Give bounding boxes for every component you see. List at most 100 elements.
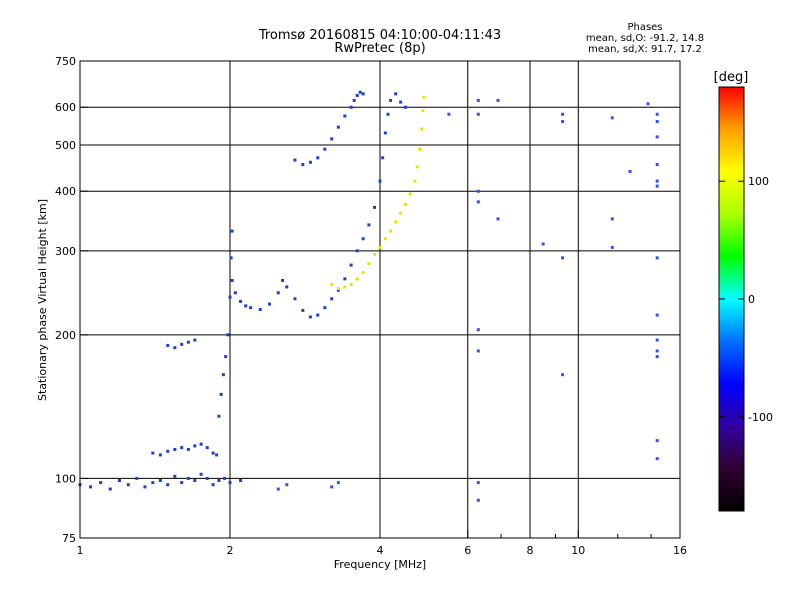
- data-point: [249, 306, 253, 310]
- data-point: [166, 343, 170, 347]
- y-tick-label: 100: [55, 472, 76, 485]
- data-point: [330, 137, 334, 141]
- data-point: [301, 163, 305, 167]
- data-point: [336, 287, 340, 291]
- x-tick-label: 8: [527, 544, 534, 557]
- data-point: [158, 453, 162, 457]
- data-point: [655, 439, 659, 443]
- data-point: [117, 478, 121, 482]
- data-point: [217, 478, 221, 482]
- data-point: [180, 481, 184, 485]
- stats-header: Phases: [627, 22, 663, 33]
- data-point: [180, 342, 184, 346]
- data-point: [330, 485, 334, 489]
- data-point: [420, 127, 424, 131]
- data-point: [610, 116, 614, 120]
- data-point: [655, 457, 659, 461]
- x-tick-label: 1: [77, 544, 84, 557]
- data-point: [381, 156, 385, 160]
- data-point: [217, 414, 221, 418]
- data-point: [415, 165, 419, 169]
- chart-subtitle: RwPretec (8p): [334, 41, 426, 56]
- y-tick-label: 750: [55, 55, 76, 68]
- data-point: [151, 481, 155, 485]
- data-point: [355, 93, 359, 97]
- data-point: [408, 192, 412, 196]
- data-point: [343, 277, 347, 281]
- data-point: [193, 444, 197, 448]
- data-point: [361, 92, 365, 96]
- data-point: [386, 112, 390, 116]
- data-point: [417, 147, 421, 151]
- data-point: [221, 373, 225, 377]
- data-point: [349, 282, 353, 286]
- data-point: [655, 179, 659, 183]
- data-point: [343, 114, 347, 118]
- data-point: [135, 476, 139, 480]
- data-point: [352, 98, 356, 102]
- data-point: [646, 102, 650, 106]
- colorbar-tick-label: 0: [748, 293, 755, 306]
- data-point: [173, 447, 177, 451]
- data-point: [496, 98, 500, 102]
- data-point: [186, 447, 190, 451]
- data-point: [561, 256, 565, 260]
- x-tick-label: 4: [377, 544, 384, 557]
- data-point: [399, 100, 403, 104]
- data-point: [610, 217, 614, 221]
- data-point: [281, 278, 285, 282]
- data-point: [561, 373, 565, 377]
- y-tick-label: 300: [55, 245, 76, 258]
- data-point: [476, 498, 480, 502]
- x-tick-label: 10: [571, 544, 585, 557]
- data-point: [561, 112, 565, 116]
- y-tick-label: 400: [55, 185, 76, 198]
- data-point: [293, 158, 297, 162]
- data-point: [239, 299, 243, 303]
- data-point: [173, 474, 177, 478]
- data-point: [143, 485, 147, 489]
- data-point: [394, 92, 398, 96]
- data-point: [655, 112, 659, 116]
- colorbar-tick-label: -100: [748, 411, 773, 424]
- data-point: [301, 308, 305, 312]
- data-point: [330, 297, 334, 301]
- data-point: [219, 392, 223, 396]
- data-point: [316, 313, 320, 317]
- data-point: [655, 338, 659, 342]
- data-point: [373, 252, 377, 256]
- data-point: [399, 211, 403, 215]
- data-point: [355, 249, 359, 253]
- data-point: [655, 135, 659, 139]
- data-point: [561, 120, 565, 124]
- data-point: [276, 487, 280, 491]
- data-point: [223, 476, 227, 480]
- x-tick-label: 16: [673, 544, 687, 557]
- colorbar-label: [deg]: [714, 70, 749, 85]
- data-point: [186, 476, 190, 480]
- data-point: [349, 263, 353, 267]
- y-tick-label: 500: [55, 139, 76, 152]
- data-point: [323, 147, 327, 151]
- data-point: [258, 307, 262, 311]
- data-point: [224, 355, 228, 359]
- data-point: [383, 237, 387, 241]
- data-point: [199, 472, 203, 476]
- data-point: [285, 483, 289, 487]
- data-point: [355, 277, 359, 281]
- chart-title: Tromsø 20160815 04:10:00-04:11:43: [258, 28, 502, 43]
- data-point: [108, 487, 112, 491]
- x-tick-label: 6: [464, 544, 471, 557]
- data-point: [186, 340, 190, 344]
- data-point: [373, 205, 377, 209]
- data-point: [476, 189, 480, 193]
- data-point: [323, 306, 327, 310]
- data-point: [316, 156, 320, 160]
- y-tick-label: 200: [55, 329, 76, 342]
- data-point: [336, 481, 340, 485]
- data-point: [496, 217, 500, 221]
- data-point: [230, 229, 234, 233]
- data-point: [403, 203, 407, 207]
- data-point: [655, 184, 659, 188]
- data-point: [151, 451, 155, 455]
